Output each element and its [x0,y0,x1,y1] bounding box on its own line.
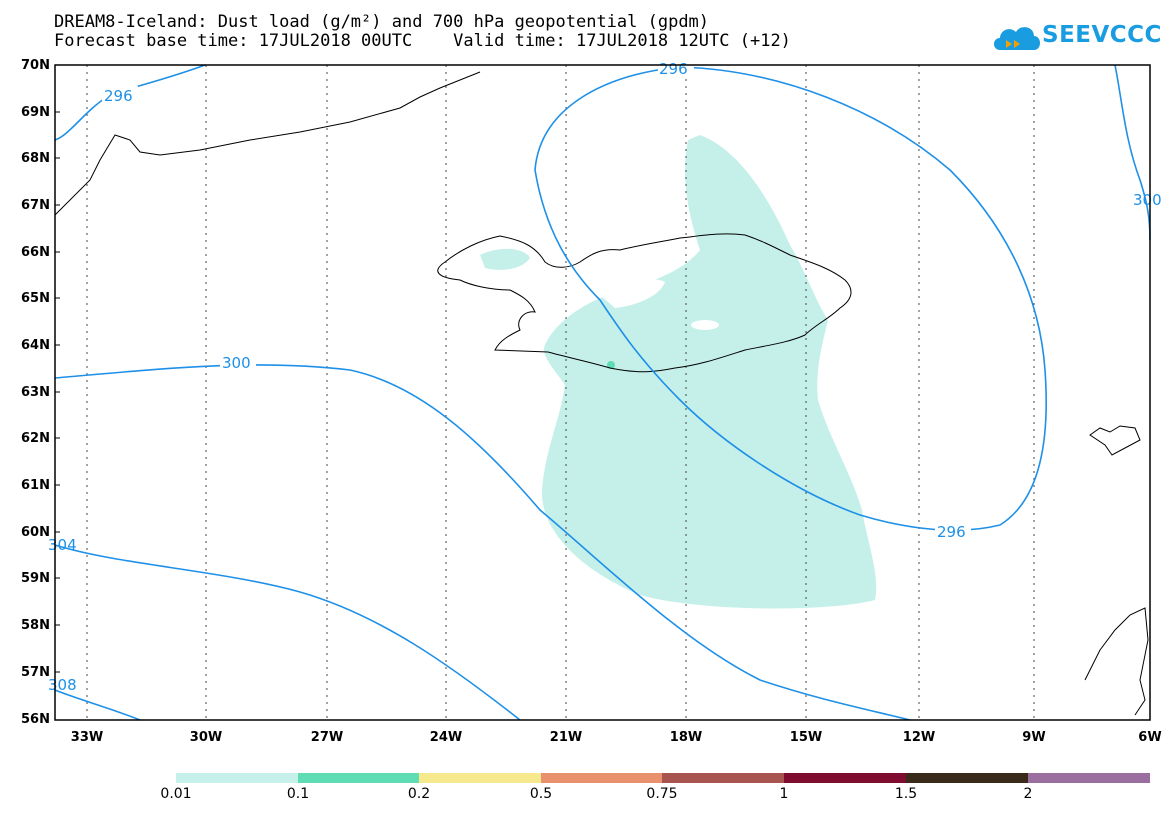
contour-308 [54,689,141,721]
lon-label: 33W [70,730,104,745]
colorbar-label: 0.5 [529,786,553,802]
colorbar-label: 0.01 [160,786,192,802]
iceland-coast [437,233,852,373]
lat-label: 66N [21,245,50,260]
lat-label: 65N [21,291,50,306]
lat-label: 59N [21,571,50,586]
colorbar-label: 0.1 [286,786,310,802]
contour-label-308: 308 [48,676,77,694]
lon-label: 27W [310,730,344,745]
lat-label: 67N [21,198,50,213]
lon-label: 18W [669,730,703,745]
colorbar-label: 0.75 [646,786,678,802]
lon-label: 24W [429,730,463,745]
colorbar-swatch [541,773,662,783]
graticule [86,65,1035,720]
colorbar-swatch [906,773,1028,783]
lon-label: 15W [789,730,823,745]
lat-label: 69N [21,105,50,120]
cloud-icon [994,27,1040,50]
greenland-coast [54,71,481,216]
lon-label: 6W [1138,730,1162,745]
colorbar-swatch [662,773,784,783]
colorbar-swatch [419,773,541,783]
seevccc-logo: SEEVCCC [990,18,1161,58]
lat-label: 61N [21,478,50,493]
contour-label-300: 300 [222,354,251,372]
contour-304 [54,544,521,721]
contour-300-east [1114,64,1151,241]
contour-label-304: 304 [48,536,77,554]
lat-label: 68N [21,151,50,166]
colorbar-label: 1 [779,786,789,802]
map-title: DREAM8-Iceland: Dust load (g/m²) and 700… [54,12,710,32]
logo-text: SEEVCCC [1042,22,1162,48]
contour-label-300-east: 300 [1133,191,1162,209]
contour-label-296-nw: 296 [104,87,133,105]
scotland-coast [1084,607,1149,716]
iceland-interior [600,278,719,330]
lon-label: 21W [549,730,583,745]
colorbar-swatch [176,773,298,783]
lat-label: 62N [21,431,50,446]
lat-label: 56N [21,712,50,727]
contour-296-main [534,66,1047,531]
lat-label: 57N [21,665,50,680]
lon-label: 9W [1022,730,1046,745]
colorbar-label: 0.2 [407,786,431,802]
contour-label-296-top: 296 [659,60,688,78]
dust-load-area [480,135,877,609]
lat-label: 64N [21,338,50,353]
lat-label: 63N [21,385,50,400]
colorbar-swatch [1028,773,1150,783]
lat-label: 60N [21,525,50,540]
coastlines [54,71,1149,716]
faroe-coast [1089,425,1141,456]
colorbar-swatch [784,773,906,783]
lon-label: 30W [189,730,223,745]
colorbar [176,773,1150,783]
lat-label: 58N [21,618,50,633]
forecast-time-subtitle: Forecast base time: 17JUL2018 00UTC Vali… [54,31,791,51]
contour-label-296-se: 296 [937,523,966,541]
lon-label: 12W [902,730,936,745]
dust-hotspot [607,361,615,369]
colorbar-label: 1.5 [894,786,918,802]
lat-label: 70N [21,58,50,73]
colorbar-label: 2 [1023,786,1033,802]
colorbar-swatch [298,773,419,783]
